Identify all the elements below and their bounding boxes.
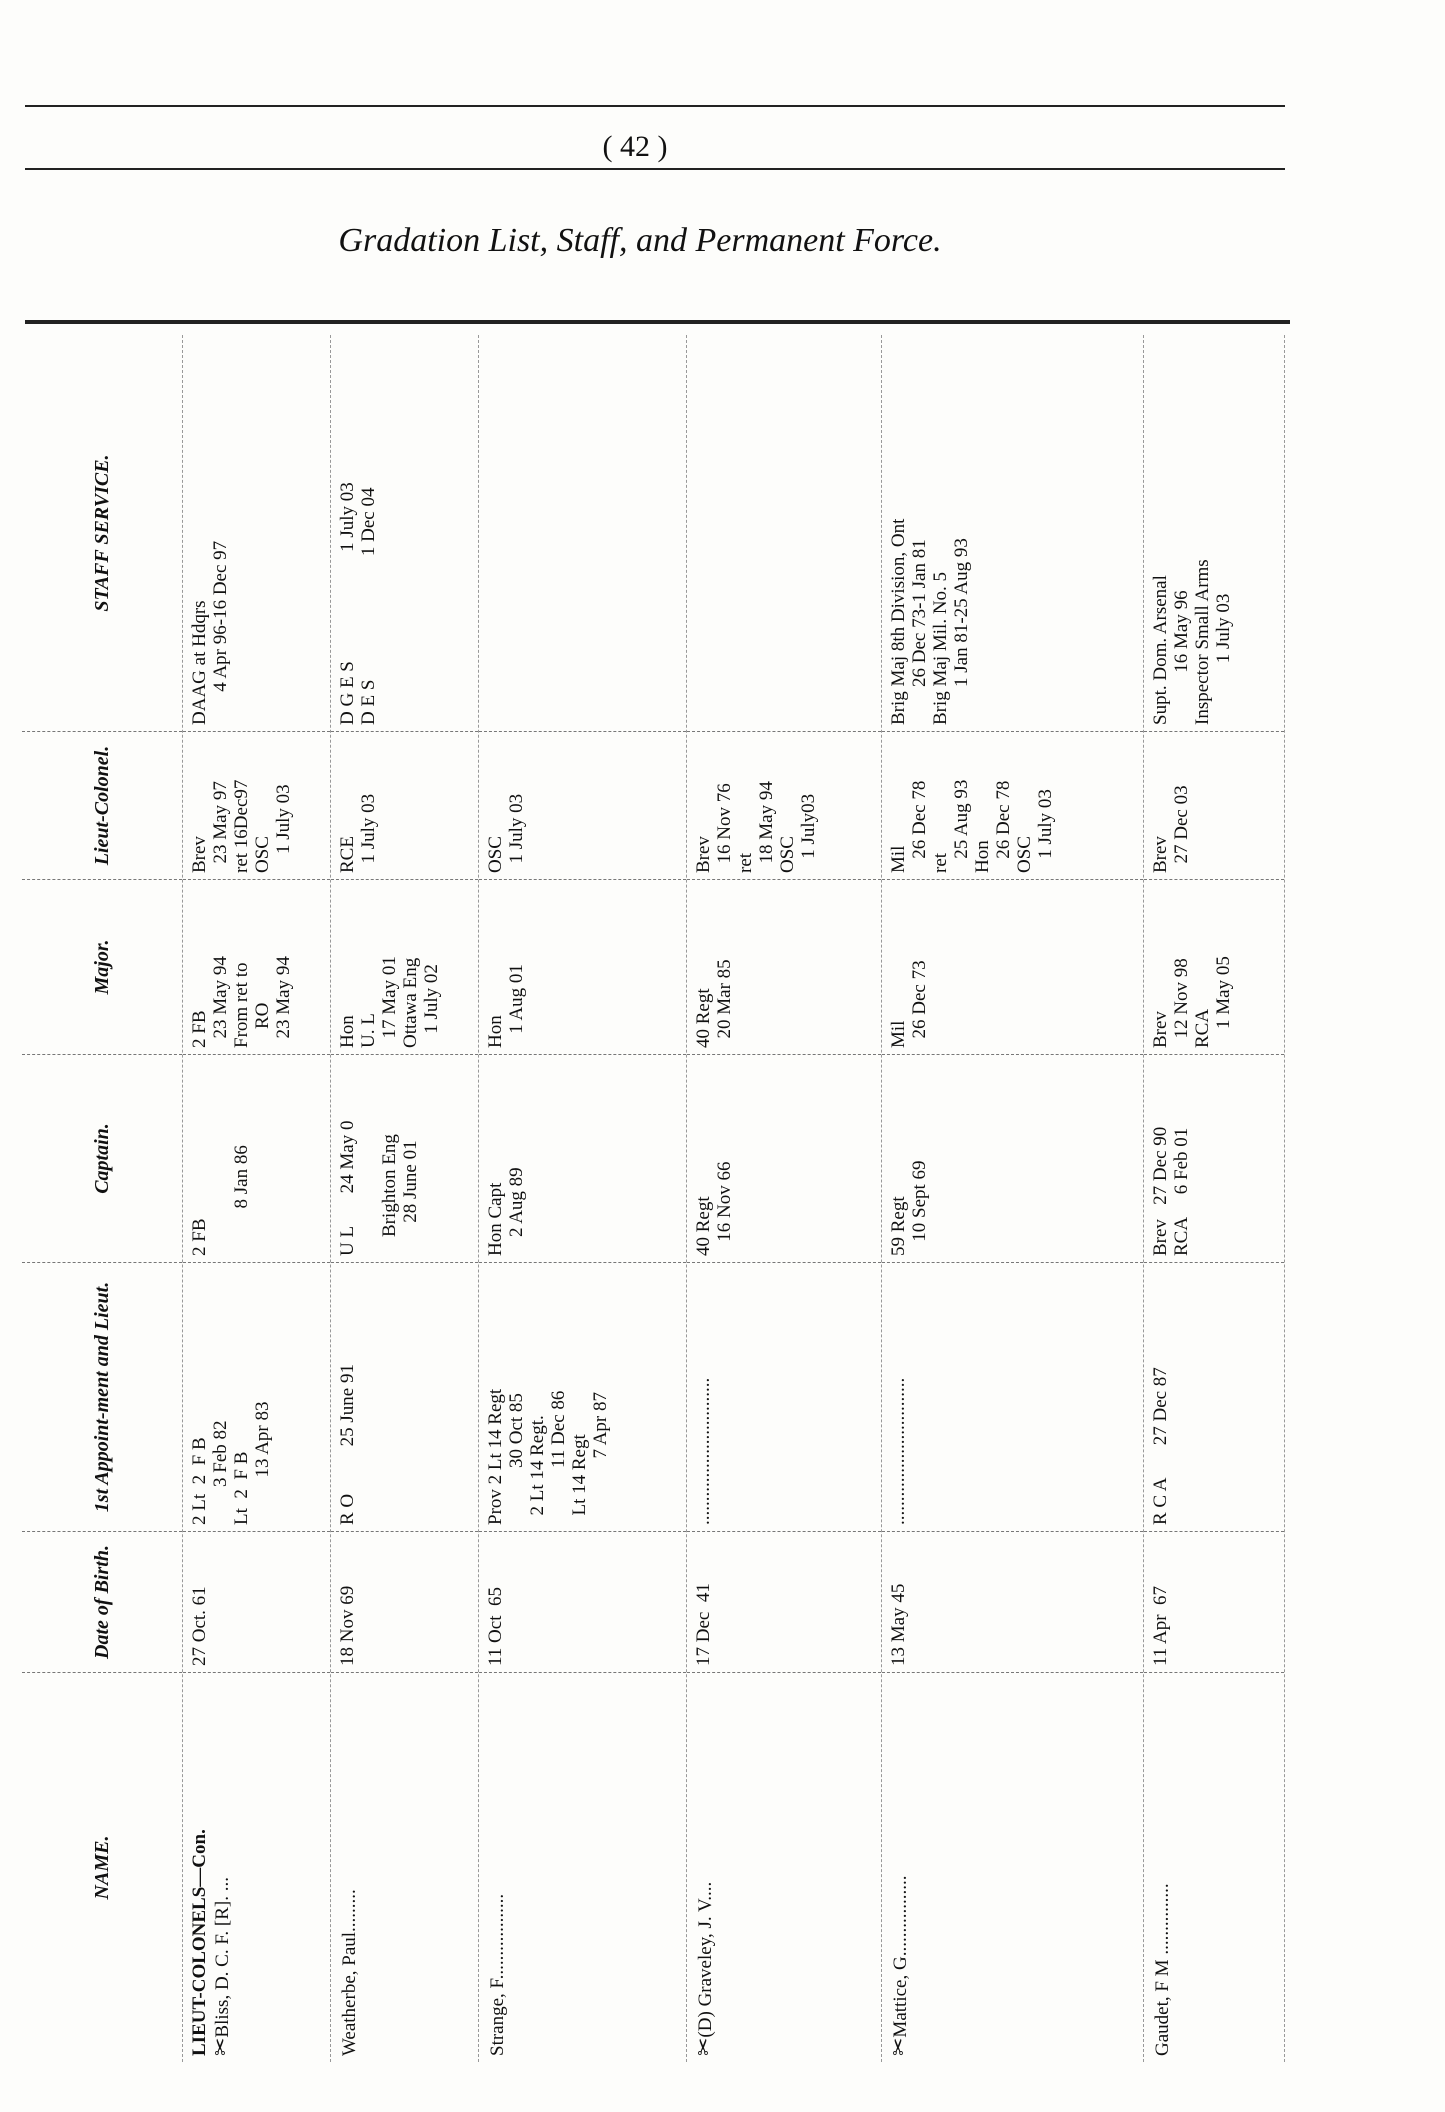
cell-ltcol: Brev 23 May 97 ret 16Dec97 OSC 1 July 03 [183, 731, 330, 879]
col-header-first-appointment: 1st Appoint-ment and Lieut. [22, 1262, 182, 1531]
table-top-rule [25, 320, 1290, 324]
cell-staff [687, 335, 881, 731]
cell-staff: Brig Maj 8th Division, Ont 26 Dec 73-1 J… [888, 518, 972, 725]
cell-captain: 2 FB 8 Jan 86 [183, 1054, 330, 1262]
cell-captain: Brev 27 Dec 90 RCA 6 Feb 01 [1144, 1054, 1284, 1262]
cell-captain: U L 24 May 0 Brighton Eng 28 June 01 [331, 1054, 478, 1262]
col-header-captain: Captain. [22, 1054, 182, 1262]
cell-ltcol: Brev 16 Nov 76 ret 18 May 94 OSC 1 July0… [687, 731, 881, 879]
page-title: Gradation List, Staff, and Permanent For… [338, 222, 942, 259]
cell-staff: DAAG at Hdqrs 4 Apr 96-16 Dec 97 [189, 540, 231, 725]
cell-name: ✂(D) Graveley, J. V.... [687, 1672, 881, 2062]
cell-major: 40 Regt 20 Mar 85 [687, 879, 881, 1054]
cell-first: R C A 27 Dec 87 [1144, 1262, 1284, 1531]
scissors-mark-icon: ✂ [208, 2037, 233, 2056]
cell-name: Strange, F.................. [479, 1672, 686, 2062]
col-header-birth: Date of Birth. [22, 1531, 182, 1672]
col-header-major: Major. [22, 879, 182, 1054]
cell-birth: 27 Oct. 61 [183, 1531, 330, 1672]
cell-major: Mil 26 Dec 73 [882, 879, 1143, 1054]
table-row: LIEUT-COLONELS—Con. ✂Bliss, D. C. F. [R].… [183, 335, 331, 2062]
header-row: NAME. Date of Birth. 1st Appoint-ment an… [22, 335, 183, 2062]
table-row: Weatherbe, Paul......... 18 Nov 69 R O 25 … [331, 335, 479, 2062]
officer-name: Mattice, G................. [890, 1875, 911, 2038]
officer-name: Bliss, D. C. F. [R]. ... [212, 1877, 233, 2038]
cell-name: LIEUT-COLONELS—Con. ✂Bliss, D. C. F. [R].… [183, 1672, 330, 2062]
cell-major: Hon U. L 17 May 01 Ottawa Eng 1 July 02 [331, 879, 478, 1054]
cell-birth: 17 Dec 41 [687, 1531, 881, 1672]
cell-ltcol: Brev 27 Dec 03 [1144, 731, 1284, 879]
table-row: Strange, F.................. 11 Oct 65 Pro… [479, 335, 687, 2062]
cell-staff: Supt. Dom. Arsenal 16 May 96 Inspector S… [1150, 559, 1234, 725]
page-number: ( 42 ) [602, 130, 668, 163]
gradation-table: NAME. Date of Birth. 1st Appoint-ment an… [22, 335, 1285, 2062]
cell-ltcol: OSC 1 July 03 [479, 731, 686, 879]
cell-captain: Hon Capt 2 Aug 89 [479, 1054, 686, 1262]
cell-captain: 59 Regt 10 Sept 69 [882, 1054, 1143, 1262]
cell-first: ............................... [687, 1262, 881, 1531]
cell-name: ✂Mattice, G................. [882, 1672, 1143, 2062]
cell-first: ............................... [882, 1262, 1143, 1531]
cell-birth: 13 May 45 [882, 1531, 1143, 1672]
top-rule [25, 105, 1285, 107]
cell-first: Prov 2 Lt 14 Regt 30 Oct 85 2 Lt 14 Regt… [479, 1262, 686, 1531]
cell-ltcol: RCE 1 July 03 [331, 731, 478, 879]
scissors-mark-icon: ✂ [886, 2037, 911, 2056]
group-label: LIEUT-COLONELS—Con. [189, 1829, 210, 2056]
cell-first: 2 Lt 2 F B 3 Feb 82 Lt 2 F B 13 Apr 83 [183, 1262, 330, 1531]
table-row: ✂(D) Graveley, J. V.... 17 Dec 41........… [687, 335, 882, 2062]
cell-name: Weatherbe, Paul......... [331, 1672, 478, 2062]
cell-birth: 18 Nov 69 [331, 1531, 478, 1672]
officer-name: Strange, F.................. [487, 1893, 508, 2056]
cell-major: Brev 12 Nov 98 RCA 1 May 05 [1144, 879, 1284, 1054]
cell-birth: 11 Oct 65 [479, 1531, 686, 1672]
cell-name: Gaudet, F M ............... [1144, 1672, 1284, 2062]
cell-major: 2 FB 23 May 94 From ret to RO 23 May 94 [183, 879, 330, 1054]
cell-major: Hon 1 Aug 01 [479, 879, 686, 1054]
officer-name: Gaudet, F M ............... [1152, 1883, 1173, 2056]
col-header-staff-service: STAFF SERVICE. [91, 454, 113, 612]
col-header-name: NAME. [22, 1672, 182, 2062]
cell-ltcol: Mil 26 Dec 78 ret 25 Aug 93 Hon 26 Dec 7… [882, 731, 1143, 879]
table-row: Gaudet, F M ............... 11 Apr 67 R C … [1144, 335, 1285, 2062]
cell-birth: 11 Apr 67 [1144, 1531, 1284, 1672]
cell-first: R O 25 June 91 [331, 1262, 478, 1531]
cell-staff: D G E S 1 July 03 D E S 1 Dec 04 [337, 482, 379, 725]
table-row: ✂Mattice, G................. 13 May 45...… [882, 335, 1144, 2062]
officer-name: Weatherbe, Paul......... [339, 1889, 360, 2056]
second-rule [25, 168, 1285, 170]
scissors-mark-icon: ✂ [691, 2037, 716, 2056]
officer-name: (D) Graveley, J. V.... [695, 1881, 716, 2038]
cell-captain: 40 Regt 16 Nov 66 [687, 1054, 881, 1262]
col-header-lieut-colonel: Lieut-Colonel. [22, 731, 182, 879]
cell-staff [479, 335, 686, 731]
